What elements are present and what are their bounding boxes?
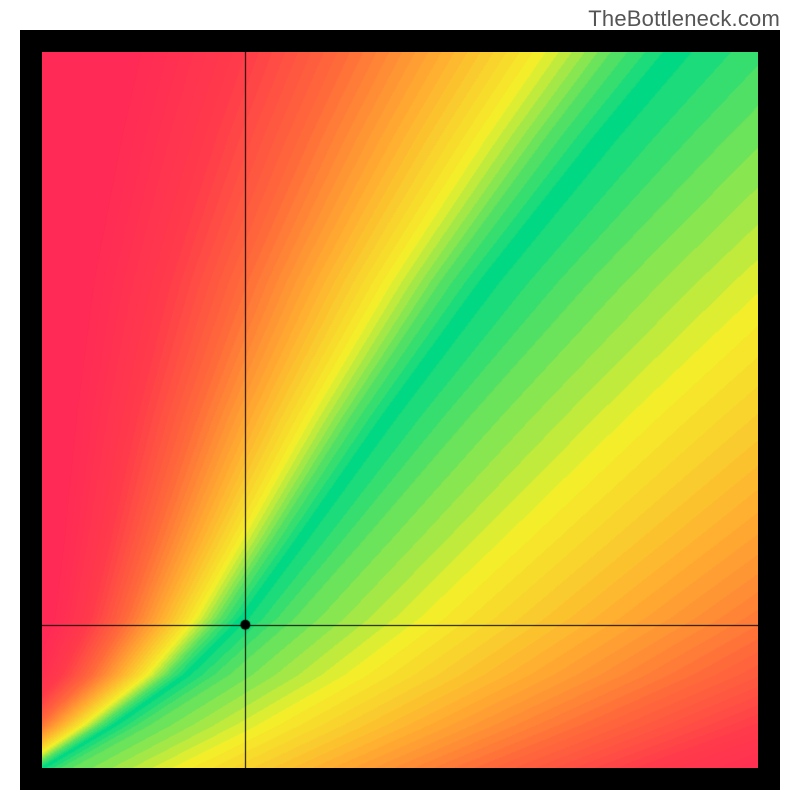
chart-container: TheBottleneck.com [0,0,800,800]
crosshair-overlay [42,52,758,768]
heatmap-plot [42,52,758,768]
watermark-text: TheBottleneck.com [588,6,780,32]
